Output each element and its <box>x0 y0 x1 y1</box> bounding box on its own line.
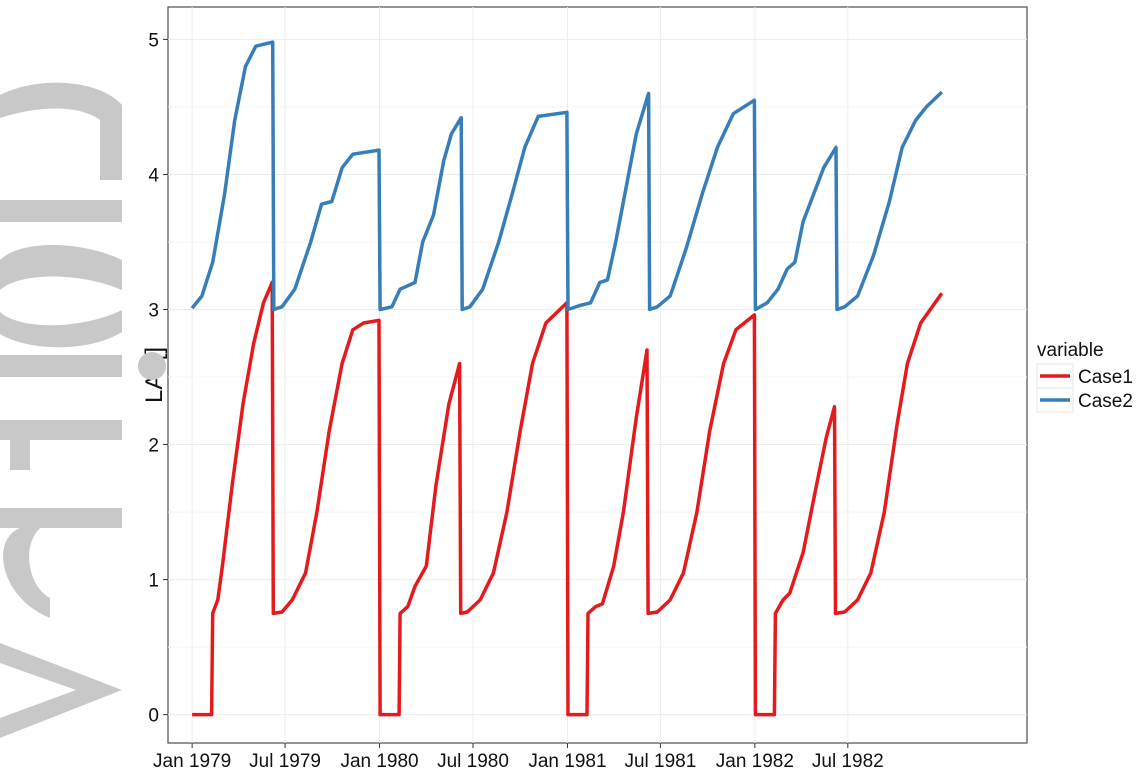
x-tick-label: Jul 1980 <box>437 751 509 772</box>
y-tick-label: 0 <box>148 706 159 727</box>
series-line-case2 <box>190 40 944 312</box>
watermark-letter-t <box>0 420 122 470</box>
plot-panel <box>167 6 1028 744</box>
y-axis-ticks: 0 1 2 3 4 5 <box>148 30 168 727</box>
series-lines <box>190 40 944 717</box>
watermark-letter-c <box>0 245 122 348</box>
watermark-letter-i <box>0 355 122 377</box>
x-tick-label: Jul 1982 <box>812 751 884 772</box>
x-tick-label: Jan 1979 <box>153 751 231 772</box>
x-axis-ticks: Jan 1979 Jul 1979 Jan 1980 Jul 1980 Jan 1981… <box>153 743 884 772</box>
legend-title: variable <box>1037 340 1104 361</box>
y-tick-label: 4 <box>148 165 159 186</box>
y-tick-label: 3 <box>148 301 159 322</box>
watermark-letter-a <box>0 643 122 738</box>
x-tick-label: Jul 1979 <box>249 751 321 772</box>
legend: variable Case1 Case2 <box>1036 340 1133 413</box>
x-tick-label: Jan 1981 <box>528 751 606 772</box>
x-tick-label: Jan 1982 <box>716 751 794 772</box>
watermark-letter-e <box>0 82 122 180</box>
y-tick-label: 1 <box>148 571 159 592</box>
article-watermark <box>0 82 166 738</box>
watermark-letter-l <box>0 200 122 222</box>
x-tick-label: Jul 1981 <box>624 751 696 772</box>
series-line-case1 <box>192 280 944 717</box>
y-tick-label: 2 <box>148 436 159 457</box>
legend-label-case2: Case2 <box>1078 391 1133 412</box>
x-tick-label: Jan 1980 <box>340 751 418 772</box>
watermark-letter-r <box>0 508 122 618</box>
legend-label-case1: Case1 <box>1078 367 1133 388</box>
y-tick-label: 5 <box>148 30 159 51</box>
watermark-dot-i <box>138 352 166 380</box>
